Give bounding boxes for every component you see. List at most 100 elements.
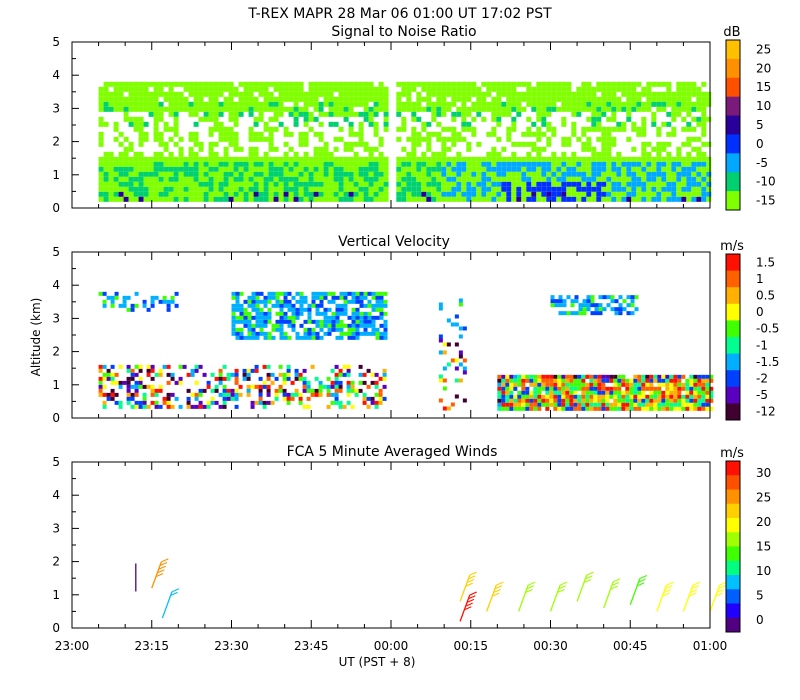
velocity-cell xyxy=(339,295,344,300)
snr-cell xyxy=(646,166,652,172)
wind-barb-flag xyxy=(158,565,166,570)
velocity-cell xyxy=(154,388,159,393)
snr-cell xyxy=(158,86,164,92)
snr-cell xyxy=(358,156,364,162)
snr-cell xyxy=(431,81,437,87)
velocity-cell xyxy=(202,404,207,409)
velocity-cell xyxy=(513,398,518,403)
snr-cell xyxy=(338,106,344,112)
snr-cell xyxy=(188,181,194,187)
velocity-cell xyxy=(590,295,595,300)
snr-cell xyxy=(158,171,164,177)
snr-cell xyxy=(143,121,149,127)
snr-cell xyxy=(183,96,189,102)
snr-cell xyxy=(541,121,547,127)
snr-cell xyxy=(368,191,374,197)
snr-cell xyxy=(436,96,442,102)
snr-cell xyxy=(233,91,239,97)
snr-cell xyxy=(406,176,412,182)
snr-cell xyxy=(706,191,712,197)
snr-cell xyxy=(213,151,219,157)
snr-cell xyxy=(611,181,617,187)
velocity-cell xyxy=(354,392,359,397)
snr-cell xyxy=(566,106,572,112)
velocity-cell xyxy=(697,390,702,395)
snr-cell xyxy=(591,126,597,132)
snr-cell xyxy=(338,111,344,117)
snr-cell xyxy=(571,176,577,182)
velocity-cell xyxy=(295,307,300,312)
snr-cell xyxy=(656,91,662,97)
colorbar-swatch xyxy=(726,518,740,533)
snr-cell xyxy=(501,111,507,117)
velocity-cell xyxy=(214,376,219,381)
velocity-cell xyxy=(294,368,299,373)
snr-cell xyxy=(353,81,359,87)
snr-cell xyxy=(198,171,204,177)
snr-cell xyxy=(636,131,642,137)
snr-cell xyxy=(466,96,472,102)
snr-cell xyxy=(421,196,427,202)
snr-cell xyxy=(446,161,452,167)
velocity-cell xyxy=(267,307,272,312)
colorbar-swatch xyxy=(726,475,740,490)
snr-cell xyxy=(263,121,269,127)
snr-cell xyxy=(113,81,119,87)
velocity-cell xyxy=(254,400,259,405)
snr-cell xyxy=(273,166,279,172)
snr-cell xyxy=(193,171,199,177)
colorbar-swatch xyxy=(726,287,740,305)
snr-cell xyxy=(401,116,407,122)
velocity-cell xyxy=(259,299,264,304)
snr-cell xyxy=(303,111,309,117)
velocity-cell xyxy=(497,406,502,411)
colorbar-swatch xyxy=(726,320,740,338)
velocity-cell xyxy=(497,394,502,399)
snr-cell xyxy=(318,106,324,112)
velocity-cell xyxy=(275,299,280,304)
snr-cell xyxy=(158,101,164,107)
snr-cell xyxy=(431,176,437,182)
snr-cell xyxy=(373,121,379,127)
snr-cell xyxy=(536,196,542,202)
snr-cell xyxy=(278,101,284,107)
snr-cell xyxy=(98,101,104,107)
snr-cell xyxy=(666,176,672,182)
snr-cell xyxy=(213,171,219,177)
velocity-cell xyxy=(126,400,131,405)
velocity-cell xyxy=(239,311,244,316)
snr-cell xyxy=(681,171,687,177)
velocity-cell xyxy=(641,382,646,387)
velocity-cell xyxy=(351,315,356,320)
snr-cell xyxy=(358,111,364,117)
velocity-cell xyxy=(614,307,619,312)
snr-cell xyxy=(601,106,607,112)
snr-cell xyxy=(268,171,274,177)
velocity-cell xyxy=(126,376,131,381)
snr-cell xyxy=(228,161,234,167)
snr-cell xyxy=(233,101,239,107)
snr-cell xyxy=(566,86,572,92)
snr-cell xyxy=(691,191,697,197)
snr-cell xyxy=(198,156,204,162)
snr-cell xyxy=(178,171,184,177)
snr-cell xyxy=(228,166,234,172)
snr-cell xyxy=(481,166,487,172)
velocity-cell xyxy=(597,394,602,399)
snr-cell xyxy=(278,86,284,92)
velocity-cell xyxy=(641,406,646,411)
snr-cell xyxy=(113,121,119,127)
colorbar-label: 15 xyxy=(756,80,771,94)
snr-cell xyxy=(606,116,612,122)
velocity-cell xyxy=(318,388,323,393)
snr-cell xyxy=(691,176,697,182)
velocity-cell xyxy=(315,307,320,312)
snr-cell xyxy=(213,176,219,182)
snr-cell xyxy=(303,176,309,182)
snr-cell xyxy=(541,91,547,97)
snr-cell xyxy=(233,121,239,127)
snr-cell xyxy=(686,151,692,157)
velocity-cell xyxy=(533,394,538,399)
velocity-cell xyxy=(653,398,658,403)
velocity-cell xyxy=(697,382,702,387)
